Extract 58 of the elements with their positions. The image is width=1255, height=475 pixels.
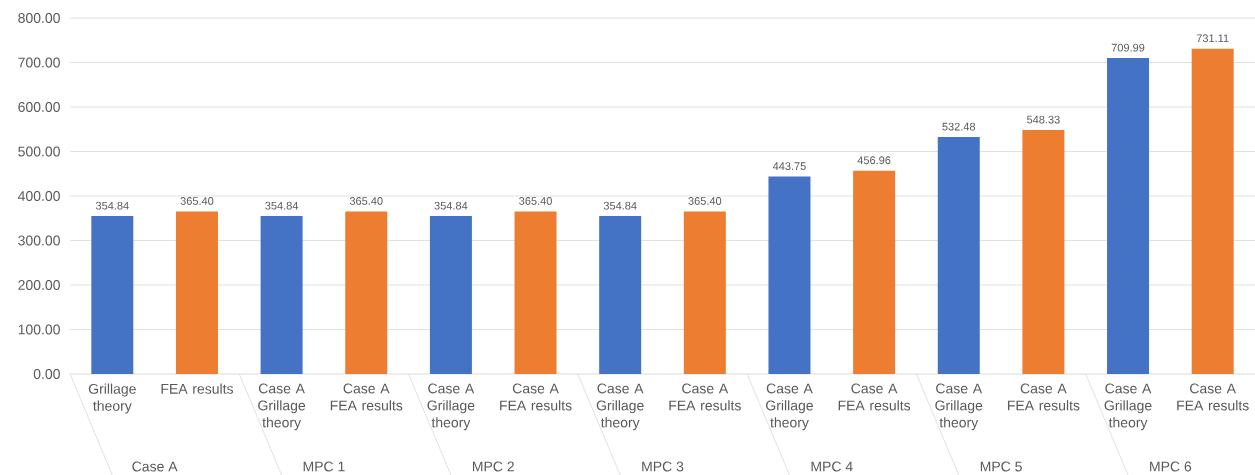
bar xyxy=(175,211,218,374)
data-label: 365.40 xyxy=(688,197,722,205)
x-tick-label: Grillage theory xyxy=(88,383,136,414)
y-tick-label: 500.00 xyxy=(18,146,60,157)
x-tick-label: Case A Grillage theory xyxy=(766,383,813,431)
x-tick-label: Case A Grillage theory xyxy=(935,383,983,431)
x-tick-label: Case A FEA results xyxy=(1177,383,1249,411)
x-tick-label: Case A Grillage theory xyxy=(427,383,475,431)
y-tick-label: 300.00 xyxy=(18,235,60,246)
bar xyxy=(1191,48,1234,374)
bar xyxy=(853,170,896,374)
y-tick-label: 400.00 xyxy=(17,191,60,201)
text: MPC 3 xyxy=(642,461,684,472)
data-label: 548.33 xyxy=(1027,115,1060,124)
bar xyxy=(260,216,303,374)
x-tick-label: Case A FEA results xyxy=(1007,383,1080,411)
x-tick-label: FEA results xyxy=(161,383,234,394)
data-label: 354.84 xyxy=(603,201,637,210)
x-tick-label: Case A FEA results xyxy=(500,383,572,411)
text: MPC 2 xyxy=(472,461,514,472)
text: MPC 4 xyxy=(811,461,853,472)
bar xyxy=(683,211,726,374)
bar xyxy=(91,216,134,374)
x-tick-label: Case A Grillage theory xyxy=(596,383,644,431)
text: MPC 1 xyxy=(303,461,345,472)
data-label: 443.75 xyxy=(772,162,806,170)
data-label: 354.84 xyxy=(95,201,129,210)
bar xyxy=(429,216,472,374)
text: Case A xyxy=(132,461,178,472)
y-tick-label: 700.00 xyxy=(18,57,60,68)
y-tick-label: 200.00 xyxy=(18,280,60,290)
data-label: 365.40 xyxy=(349,197,383,205)
bar xyxy=(599,216,642,374)
x-tick-label: Case A FEA results xyxy=(330,383,403,411)
y-tick-label: 100.00 xyxy=(18,324,60,335)
data-label: 532.48 xyxy=(942,122,976,131)
bar xyxy=(1107,58,1150,374)
x-tick-label: Case A Grillage theory xyxy=(1104,383,1152,431)
x-tick-label: Case A Grillage theory xyxy=(258,383,306,431)
bar xyxy=(1022,130,1065,374)
y-tick-label: 800.00 xyxy=(18,13,60,23)
y-tick-label: 0.00 xyxy=(33,369,60,379)
data-label: 456.96 xyxy=(857,156,891,165)
data-label: 354.84 xyxy=(265,201,299,210)
bar xyxy=(768,176,811,374)
text: MPC 5 xyxy=(980,461,1022,472)
bar xyxy=(514,211,557,374)
text: MPC 6 xyxy=(1150,461,1192,472)
bar xyxy=(345,211,388,374)
x-tick-label: Case A FEA results xyxy=(669,383,741,411)
data-label: 365.40 xyxy=(519,197,552,205)
y-tick-label: 600.00 xyxy=(18,102,60,112)
data-label: 731.11 xyxy=(1196,34,1229,43)
bar xyxy=(937,137,980,374)
data-label: 354.84 xyxy=(434,201,468,210)
data-label: 709.99 xyxy=(1111,43,1145,52)
data-label: 365.40 xyxy=(180,197,214,205)
x-tick-label: Case A FEA results xyxy=(838,383,911,411)
